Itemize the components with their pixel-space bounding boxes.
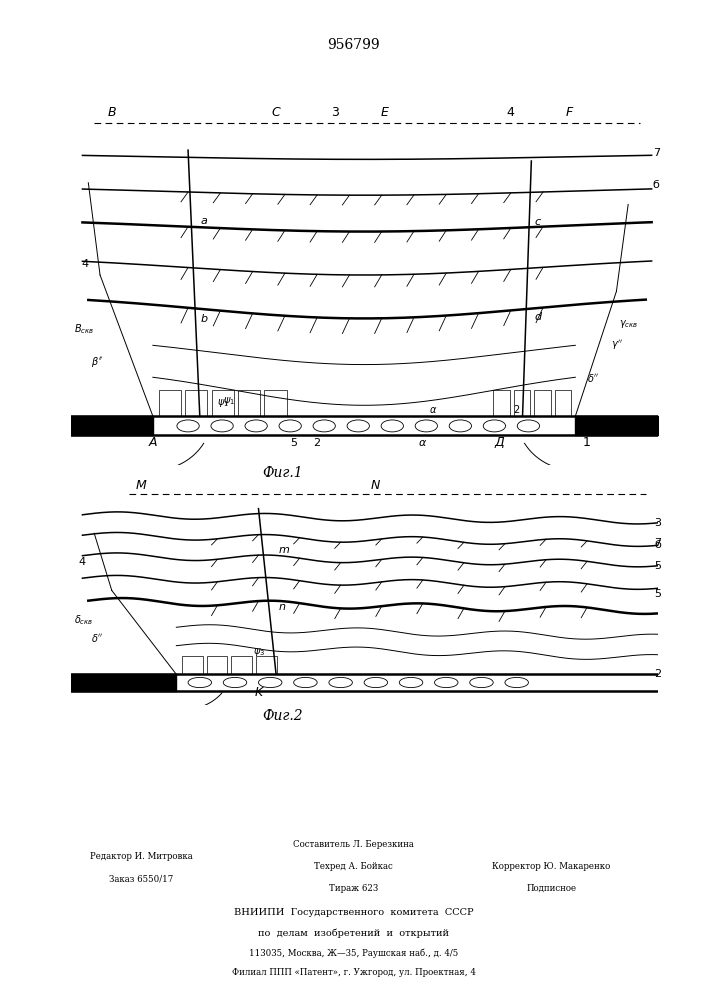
Text: F: F bbox=[566, 106, 573, 119]
Text: 5: 5 bbox=[290, 438, 297, 448]
Text: Филиал ППП «Патент», г. Ужгород, ул. Проектная, 4: Филиал ППП «Патент», г. Ужгород, ул. Про… bbox=[232, 968, 475, 977]
Text: M: M bbox=[136, 479, 146, 492]
Text: б: б bbox=[653, 180, 660, 190]
Text: 2: 2 bbox=[655, 669, 662, 679]
Bar bbox=[231, 656, 252, 674]
Text: d: d bbox=[534, 312, 542, 322]
Text: $\delta_{скв}$: $\delta_{скв}$ bbox=[74, 613, 93, 627]
Text: Фиг.1: Фиг.1 bbox=[262, 466, 303, 480]
Text: $\gamma''$: $\gamma''$ bbox=[611, 339, 622, 352]
Text: Техред А. Бойкас: Техред А. Бойкас bbox=[314, 862, 393, 871]
Text: $\gamma_{скв}$: $\gamma_{скв}$ bbox=[619, 318, 638, 330]
Text: $\psi_3$: $\psi_3$ bbox=[252, 646, 265, 658]
Text: 5: 5 bbox=[655, 561, 662, 571]
Text: Редактор И. Митровка: Редактор И. Митровка bbox=[90, 852, 193, 861]
Text: b: b bbox=[201, 314, 208, 324]
Bar bbox=[493, 390, 510, 416]
Bar bbox=[211, 390, 234, 416]
Text: $\psi_1$: $\psi_1$ bbox=[218, 397, 230, 409]
Bar bbox=[185, 390, 207, 416]
Text: 3: 3 bbox=[331, 106, 339, 119]
Bar bbox=[238, 390, 260, 416]
Text: по  делам  изобретений  и  открытий: по делам изобретений и открытий bbox=[258, 928, 449, 938]
Text: $\alpha$: $\alpha$ bbox=[428, 405, 437, 415]
Bar bbox=[514, 390, 530, 416]
Text: 2: 2 bbox=[314, 438, 321, 448]
Bar bbox=[264, 390, 286, 416]
Text: Тираж 623: Тираж 623 bbox=[329, 884, 378, 893]
Text: $\alpha$: $\alpha$ bbox=[419, 438, 427, 448]
Bar bbox=[555, 390, 571, 416]
Text: 956799: 956799 bbox=[327, 38, 380, 52]
Text: б: б bbox=[655, 540, 662, 550]
Bar bbox=[158, 390, 181, 416]
Text: Д: Д bbox=[494, 436, 504, 449]
Text: $\beta''$: $\beta''$ bbox=[91, 355, 104, 369]
Bar bbox=[534, 390, 551, 416]
Text: 4: 4 bbox=[507, 106, 515, 119]
Text: ВНИИПИ  Государственного  комитета  СССР: ВНИИПИ Государственного комитета СССР bbox=[234, 908, 473, 917]
Text: A: A bbox=[148, 436, 157, 449]
Text: 4: 4 bbox=[78, 557, 86, 567]
Text: 4: 4 bbox=[81, 259, 88, 269]
Text: N: N bbox=[371, 479, 380, 492]
Text: Заказ 6550/17: Заказ 6550/17 bbox=[110, 874, 173, 883]
Bar bbox=[207, 656, 228, 674]
Text: 2: 2 bbox=[514, 405, 520, 415]
Text: $\delta''$: $\delta''$ bbox=[587, 372, 600, 384]
Text: K: K bbox=[255, 686, 262, 699]
Text: $B_{скв}$: $B_{скв}$ bbox=[74, 322, 94, 336]
Text: 5: 5 bbox=[655, 589, 662, 599]
Text: 3: 3 bbox=[655, 518, 662, 528]
Text: C: C bbox=[271, 106, 281, 119]
Text: Подписное: Подписное bbox=[527, 884, 576, 893]
Text: m: m bbox=[279, 545, 290, 555]
Text: 7: 7 bbox=[655, 538, 662, 548]
Text: $\psi_1$: $\psi_1$ bbox=[223, 395, 235, 407]
Text: Корректор Ю. Макаренко: Корректор Ю. Макаренко bbox=[492, 862, 611, 871]
Text: 7: 7 bbox=[653, 148, 660, 158]
Bar bbox=[256, 656, 276, 674]
Bar bbox=[182, 656, 203, 674]
Text: E: E bbox=[380, 106, 389, 119]
Text: B: B bbox=[107, 106, 116, 119]
Text: Фиг.2: Фиг.2 bbox=[262, 709, 303, 723]
Text: a: a bbox=[201, 216, 208, 226]
Text: Составитель Л. Березкина: Составитель Л. Березкина bbox=[293, 840, 414, 849]
Text: $\delta''$: $\delta''$ bbox=[91, 632, 104, 644]
Text: n: n bbox=[279, 602, 286, 612]
Text: 1: 1 bbox=[583, 436, 591, 449]
Text: c: c bbox=[534, 217, 540, 227]
Text: 113035, Москва, Ж—35, Раушская наб., д. 4/5: 113035, Москва, Ж—35, Раушская наб., д. … bbox=[249, 948, 458, 958]
